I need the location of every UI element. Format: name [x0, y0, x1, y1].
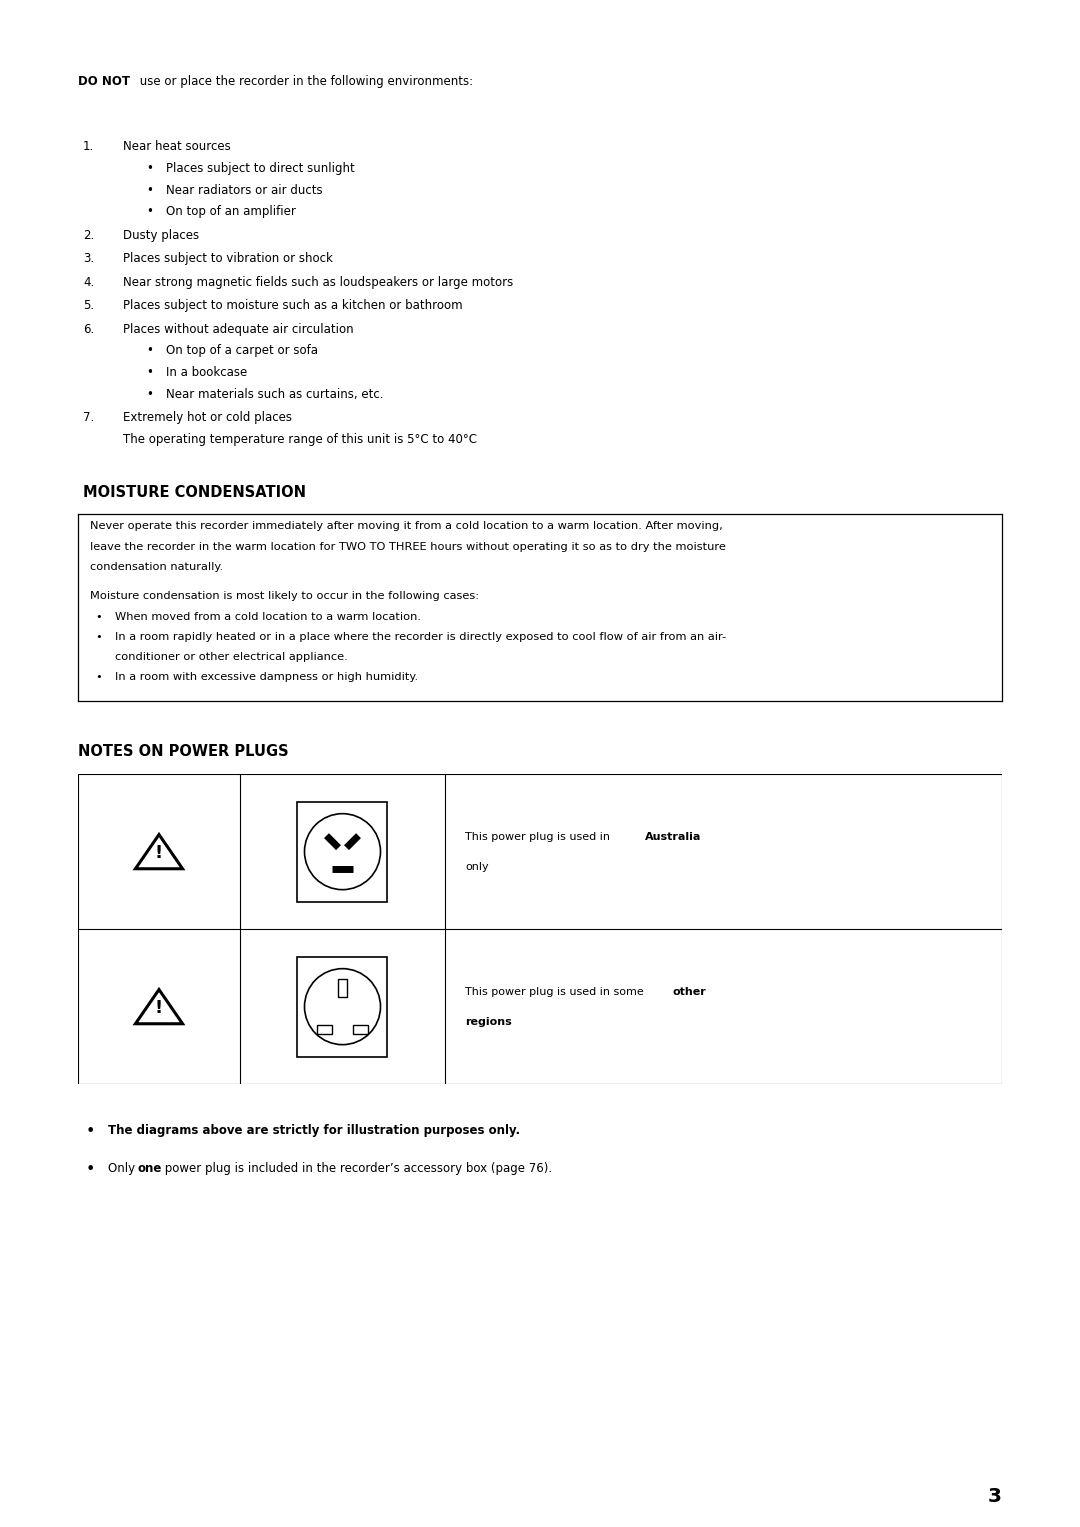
Text: Near heat sources: Near heat sources	[123, 140, 231, 154]
Text: In a room rapidly heated or in a place where the recorder is directly exposed to: In a room rapidly heated or in a place w…	[114, 632, 726, 643]
Text: Places without adequate air circulation: Places without adequate air circulation	[123, 322, 353, 336]
Text: !: !	[154, 999, 163, 1017]
Text: Places subject to direct sunlight: Places subject to direct sunlight	[166, 162, 354, 176]
Text: power plug is included in the recorder’s accessory box (page 76).: power plug is included in the recorder’s…	[161, 1162, 552, 1176]
Bar	[297, 802, 388, 901]
Text: regions: regions	[465, 1017, 512, 1026]
Text: Only: Only	[108, 1162, 139, 1176]
Text: 1.: 1.	[83, 140, 94, 154]
Text: The operating temperature range of this unit is 5°C to 40°C: The operating temperature range of this …	[123, 432, 477, 446]
Text: conditioner or other electrical appliance.: conditioner or other electrical applianc…	[114, 652, 348, 663]
Text: Moisture condensation is most likely to occur in the following cases:: Moisture condensation is most likely to …	[90, 591, 480, 602]
Text: Dusty places: Dusty places	[123, 229, 199, 241]
Text: •: •	[146, 345, 153, 357]
Text: •: •	[95, 612, 102, 623]
Text: 3.: 3.	[83, 252, 94, 266]
Text: NOTES ON POWER PLUGS: NOTES ON POWER PLUGS	[78, 744, 288, 759]
Text: •: •	[146, 205, 153, 218]
Text: •: •	[86, 1162, 95, 1177]
Text: •: •	[95, 632, 102, 643]
Bar	[318, 1025, 333, 1034]
Text: 6.: 6.	[83, 322, 94, 336]
Bar	[297, 956, 388, 1057]
Text: Near radiators or air ducts: Near radiators or air ducts	[166, 183, 323, 197]
Text: This power plug is used in: This power plug is used in	[465, 832, 613, 841]
Text: Near materials such as curtains, etc.: Near materials such as curtains, etc.	[166, 388, 383, 400]
Text: 4.: 4.	[83, 276, 94, 289]
Text: Australia: Australia	[645, 832, 701, 841]
Bar	[338, 979, 348, 997]
Text: other: other	[673, 986, 706, 997]
Text: •: •	[146, 183, 153, 197]
Text: one: one	[137, 1162, 161, 1176]
Text: Places subject to vibration or shock: Places subject to vibration or shock	[123, 252, 333, 266]
Text: •: •	[95, 672, 102, 683]
Text: only: only	[465, 861, 488, 872]
Text: In a bookcase: In a bookcase	[166, 366, 247, 379]
Text: •: •	[86, 1124, 95, 1139]
Text: •: •	[146, 388, 153, 400]
Text: In a room with excessive dampness or high humidity.: In a room with excessive dampness or hig…	[114, 672, 418, 683]
Text: •: •	[146, 366, 153, 379]
Text: use or place the recorder in the following environments:: use or place the recorder in the followi…	[136, 75, 474, 89]
Text: DO NOT: DO NOT	[78, 75, 130, 89]
Text: MOISTURE CONDENSATION: MOISTURE CONDENSATION	[83, 486, 306, 499]
Text: •: •	[146, 162, 153, 176]
Text: On top of an amplifier: On top of an amplifier	[166, 205, 296, 218]
Text: 5.: 5.	[83, 299, 94, 313]
Text: When moved from a cold location to a warm location.: When moved from a cold location to a war…	[114, 612, 421, 623]
Text: Extremely hot or cold places: Extremely hot or cold places	[123, 411, 292, 425]
Text: 7.: 7.	[83, 411, 94, 425]
Text: The diagrams above are strictly for illustration purposes only.: The diagrams above are strictly for illu…	[108, 1124, 521, 1138]
Text: Places subject to moisture such as a kitchen or bathroom: Places subject to moisture such as a kit…	[123, 299, 462, 313]
Text: Near strong magnetic fields such as loudspeakers or large motors: Near strong magnetic fields such as loud…	[123, 276, 513, 289]
Text: leave the recorder in the warm location for TWO TO THREE hours without operating: leave the recorder in the warm location …	[90, 542, 726, 551]
Text: 3: 3	[988, 1487, 1002, 1506]
Text: Never operate this recorder immediately after moving it from a cold location to : Never operate this recorder immediately …	[90, 521, 723, 531]
Text: On top of a carpet or sofa: On top of a carpet or sofa	[166, 345, 318, 357]
Text: 2.: 2.	[83, 229, 94, 241]
Text: !: !	[154, 844, 163, 863]
Text: This power plug is used in some: This power plug is used in some	[465, 986, 647, 997]
Text: condensation naturally.: condensation naturally.	[90, 562, 224, 573]
Bar	[352, 1025, 368, 1034]
